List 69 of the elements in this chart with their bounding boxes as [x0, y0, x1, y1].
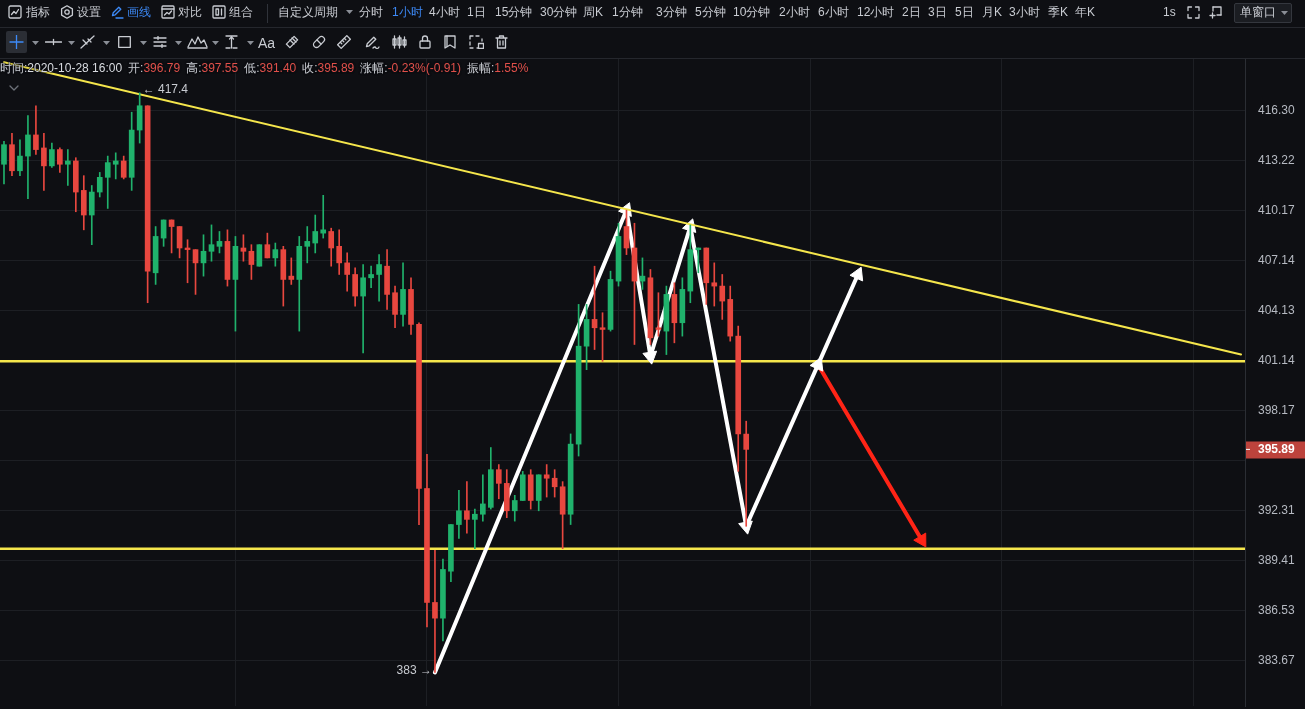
text: 设置: [77, 5, 101, 19]
candlestick: [711, 262, 718, 307]
text: 395.89: [1258, 442, 1296, 457]
text: 单窗口: [1240, 5, 1276, 19]
y-tick-label: 401.14: [1258, 352, 1296, 367]
text: 6小时: [818, 5, 849, 19]
y-tick-label: 386.53: [1258, 602, 1296, 617]
point: [642, 350, 658, 365]
point: [849, 266, 864, 282]
text: 指标: [26, 5, 50, 19]
text: 2日: [902, 5, 921, 19]
text: 10分钟: [733, 5, 771, 19]
annotation: 振幅:1.55%: [467, 61, 529, 75]
text: 1小时: [392, 5, 423, 19]
y-tick-label: 410.17: [1258, 202, 1296, 217]
candlestick: [472, 508, 478, 550]
candlestick: [304, 226, 311, 264]
y-tick-label: 392.31: [1258, 502, 1296, 517]
point: [809, 356, 824, 372]
text: 1s: [1163, 5, 1176, 19]
candlestick: [25, 115, 31, 199]
text: 周K: [583, 5, 604, 19]
text: 画线: [127, 5, 151, 19]
text: 12小时: [857, 5, 895, 19]
y-tick-label: 413.22: [1258, 152, 1296, 167]
y-tick-label: 383.67: [1258, 653, 1296, 668]
text: 3小时: [1009, 5, 1040, 19]
candlestick: [695, 247, 702, 274]
annotation: ← 417.4: [142, 82, 189, 97]
annotation: 开:396.79: [128, 61, 181, 75]
text: 对比: [178, 5, 202, 19]
y-tick-label: 416.30: [1258, 102, 1296, 117]
text: 5分钟: [695, 5, 726, 19]
candlestick: [360, 264, 366, 354]
text: 3日: [928, 5, 947, 19]
candlestick: [543, 464, 550, 498]
text: 季K: [1048, 5, 1069, 19]
text: 5日: [955, 5, 974, 19]
text: Aa: [258, 35, 276, 51]
text: 15分钟: [495, 5, 533, 19]
text: 4小时: [429, 5, 460, 19]
text: 1分钟: [612, 5, 643, 19]
text: 2小时: [779, 5, 810, 19]
text: 年K: [1075, 5, 1096, 19]
text: 自定义周期: [278, 5, 338, 19]
text: 30分钟: [540, 5, 578, 19]
candlestick: [432, 550, 438, 673]
candlestick: [288, 257, 295, 285]
candlestick: [464, 481, 470, 534]
text: 3分钟: [656, 5, 687, 19]
text: 分时: [359, 5, 383, 19]
candlestick: [743, 420, 750, 527]
text: 组合: [229, 5, 253, 19]
annotation: 涨幅:-0.23%(-0.91): [360, 61, 461, 75]
y-tick-label: 389.41: [1258, 552, 1296, 567]
y-tick-label: 407.14: [1258, 252, 1296, 267]
candlestick: [376, 254, 382, 302]
candlestick: [65, 149, 71, 186]
annotation: 383 →: [396, 662, 432, 677]
annotation: 高:397.55: [186, 61, 239, 75]
candlestick: [480, 474, 486, 522]
y-tick-label: 404.13: [1258, 302, 1296, 317]
candlestick: [368, 265, 374, 289]
annotation: 低:391.40: [244, 61, 297, 75]
candlestick: [112, 152, 119, 180]
text: 月K: [982, 5, 1003, 19]
y-tick-label: 398.17: [1258, 403, 1296, 418]
annotation: 收:395.89: [302, 61, 355, 75]
text: 1日: [467, 5, 486, 19]
